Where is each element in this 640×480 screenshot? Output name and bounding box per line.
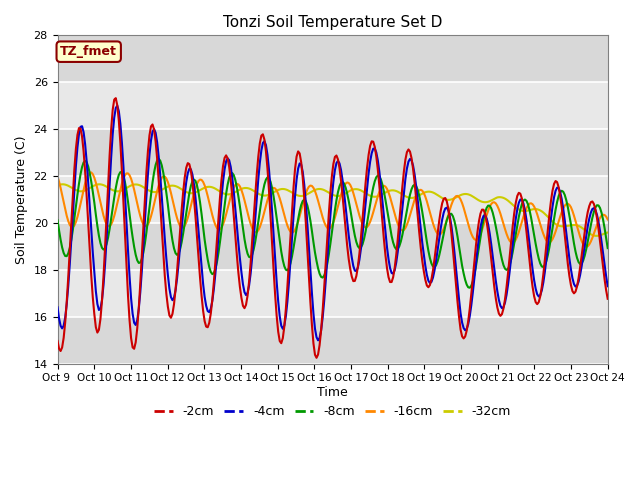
Bar: [58, 176, 608, 223]
Legend: -2cm, -4cm, -8cm, -16cm, -32cm: -2cm, -4cm, -8cm, -16cm, -32cm: [149, 400, 516, 423]
Bar: [58, 270, 608, 317]
Text: TZ_fmet: TZ_fmet: [60, 45, 117, 58]
X-axis label: Time: Time: [317, 386, 348, 399]
Bar: [58, 82, 608, 129]
Bar: [58, 36, 608, 82]
Bar: [58, 223, 608, 270]
Title: Tonzi Soil Temperature Set D: Tonzi Soil Temperature Set D: [223, 15, 442, 30]
Y-axis label: Soil Temperature (C): Soil Temperature (C): [15, 135, 28, 264]
Bar: [58, 129, 608, 176]
Bar: [58, 317, 608, 364]
